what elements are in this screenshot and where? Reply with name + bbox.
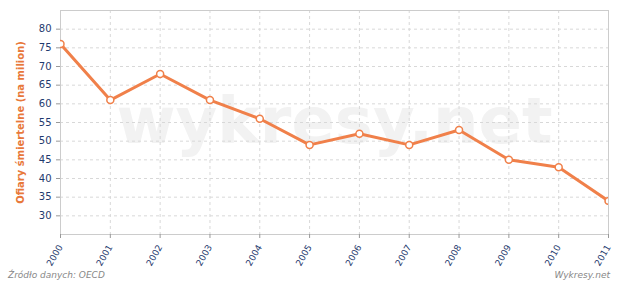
- svg-text:2001: 2001: [94, 243, 114, 268]
- svg-text:2000: 2000: [45, 243, 65, 268]
- svg-text:2008: 2008: [443, 243, 463, 268]
- svg-text:45: 45: [39, 154, 52, 165]
- svg-text:2011: 2011: [593, 243, 613, 268]
- svg-text:40: 40: [39, 173, 52, 184]
- svg-text:70: 70: [39, 61, 52, 72]
- html-text:Źródło danych: OECD: Źródło danych: OECD: [8, 270, 105, 280]
- svg-text:35: 35: [39, 191, 52, 202]
- svg-text:2004: 2004: [244, 243, 264, 268]
- svg-text:2002: 2002: [144, 243, 164, 268]
- html-text:Wykresy.net: Wykresy.net: [554, 270, 610, 280]
- svg-text:60: 60: [39, 98, 52, 109]
- svg-text:Ofiary śmiertelne (na milion): Ofiary śmiertelne (na milion): [15, 41, 26, 204]
- svg-text:80: 80: [39, 23, 52, 34]
- svg-text:65: 65: [39, 79, 52, 90]
- svg-text:2009: 2009: [493, 243, 513, 268]
- svg-text:2006: 2006: [344, 243, 364, 268]
- svg-text:55: 55: [39, 117, 52, 128]
- svg-text:2010: 2010: [543, 243, 563, 268]
- svg-text:wykresy.net: wykresy.net: [116, 84, 553, 158]
- svg-text:2007: 2007: [393, 243, 413, 268]
- svg-text:50: 50: [39, 135, 52, 146]
- svg-text:30: 30: [39, 210, 52, 221]
- svg-text:2003: 2003: [194, 243, 214, 268]
- svg-text:2005: 2005: [294, 243, 314, 268]
- svg-text:75: 75: [39, 42, 52, 53]
